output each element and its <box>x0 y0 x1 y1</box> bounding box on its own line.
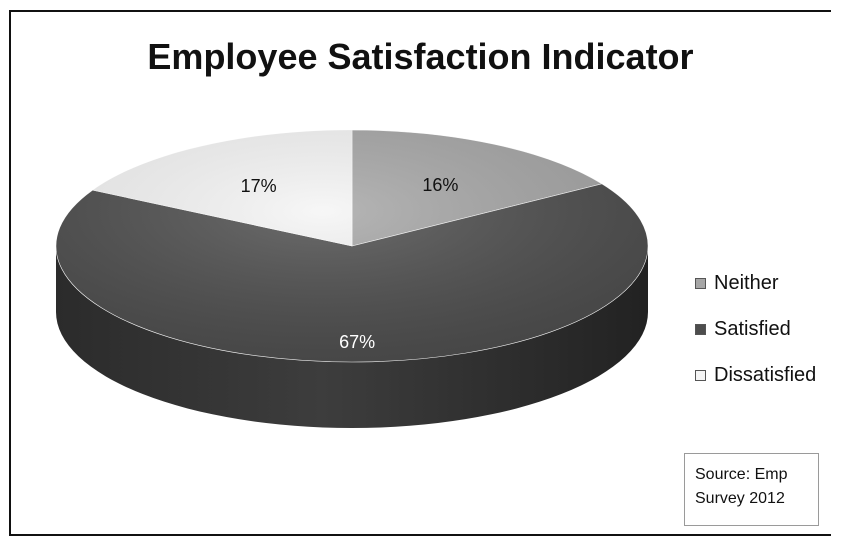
pie-data-label-dissatisfied: 17% <box>241 176 277 196</box>
legend-label-dissatisfied: Dissatisfied <box>714 363 817 386</box>
source-line-2: Survey 2012 <box>695 490 785 507</box>
legend-item-neither: Neither <box>695 260 816 306</box>
chart-title: Employee Satisfaction Indicator <box>147 36 694 77</box>
source-line-1: Source: Emp <box>695 466 788 483</box>
legend-label-neither: Neither <box>714 271 779 294</box>
legend-label-satisfied: Satisfied <box>714 317 791 340</box>
legend-swatch-satisfied <box>695 323 706 335</box>
pie-data-label-neither: 16% <box>422 175 458 195</box>
source-annotation: Source: Emp Survey 2012 <box>684 453 819 526</box>
legend-item-dissatisfied: Dissatisfied <box>695 352 816 398</box>
legend-swatch-dissatisfied <box>695 369 706 381</box>
legend: Neither Satisfied Dissatisfied <box>695 260 816 398</box>
pie-top-sheen <box>56 130 648 362</box>
legend-item-satisfied: Satisfied <box>695 306 816 352</box>
pie-data-label-satisfied: 67% <box>339 332 375 352</box>
pie-side-wall <box>56 246 648 428</box>
legend-swatch-neither <box>695 277 706 289</box>
